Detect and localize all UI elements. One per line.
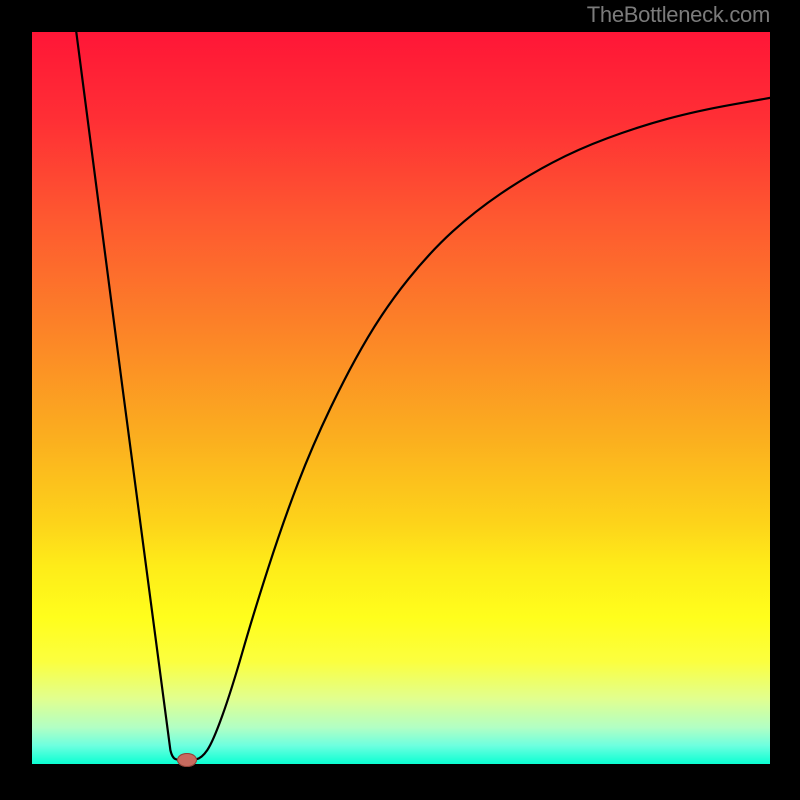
- plot-area: [32, 32, 770, 764]
- outer-frame: [0, 0, 800, 800]
- bottleneck-curve: [32, 32, 770, 764]
- optimum-marker: [177, 753, 197, 767]
- curve-path: [76, 32, 770, 760]
- watermark-text: TheBottleneck.com: [587, 2, 770, 28]
